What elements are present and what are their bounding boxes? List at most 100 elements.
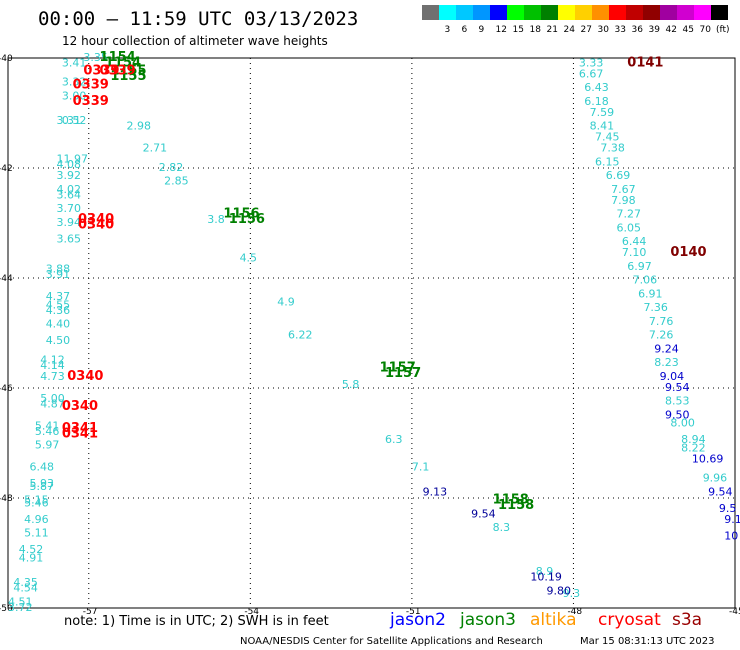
- wave-height-label: 2.82: [159, 161, 184, 174]
- y-tick-label: -50: [0, 604, 13, 614]
- wave-height-label: 6.67: [579, 67, 604, 80]
- wave-height-label: 4.73: [40, 370, 65, 383]
- satellite-legend-item: altika: [530, 610, 577, 630]
- wave-height-label: 3.31: [56, 114, 81, 127]
- colorbar-label: 3: [445, 25, 451, 35]
- wave-height-label: 6.18: [584, 95, 609, 108]
- satellite-legend-item: jason3: [459, 610, 516, 630]
- wave-height-label: 4.02: [56, 183, 81, 196]
- wave-height-label: 4.14: [40, 359, 65, 372]
- colorbar-swatch: [456, 5, 473, 20]
- wave-height-label: 3.92: [56, 169, 81, 182]
- plot-frame: [7, 57, 736, 609]
- colorbar-swatch: [643, 5, 660, 20]
- colorbar-label: 36: [632, 25, 644, 35]
- wave-height-label: 4.55: [46, 298, 71, 311]
- x-tick-label: -57: [83, 607, 98, 617]
- wave-height-label: 7.1: [412, 461, 430, 474]
- colorbar-label: 21: [547, 25, 558, 35]
- time-label: 1155: [110, 64, 146, 79]
- colorbar-swatch: [558, 5, 575, 20]
- wave-height-label: 5.87: [30, 480, 55, 493]
- time-labels: 1154115411551155033903390339033903400340…: [62, 50, 707, 513]
- wave-height-label: 7.10: [622, 246, 647, 259]
- colorbar-label: 18: [530, 25, 542, 35]
- wave-height-label: 4.54: [13, 582, 38, 595]
- wave-height-label: 4.87: [40, 397, 65, 410]
- wave-height-label: 4.35: [13, 576, 38, 589]
- wave-height-label: 7.98: [611, 194, 636, 207]
- wave-height-label: 9.13: [423, 485, 448, 498]
- satellite-legend-item: cryosat: [598, 610, 661, 630]
- wave-height-label: 4.36: [46, 304, 71, 317]
- wave-height-label: 4.96: [24, 513, 49, 526]
- wave-height-label: 9.24: [654, 342, 679, 355]
- wave-height-label: 7.76: [649, 315, 674, 328]
- wave-height-label: 8.41: [590, 120, 615, 133]
- time-label: 0140: [670, 245, 706, 260]
- wave-height-label: 8.23: [654, 356, 679, 369]
- wave-height-label: 5.97: [35, 439, 60, 452]
- time-label: 0340: [62, 399, 98, 414]
- x-tick-label: -45: [729, 607, 740, 617]
- wave-height-label: 5.8: [342, 378, 360, 391]
- wave-height-label: 5.46: [35, 425, 60, 438]
- time-label: 0340: [78, 218, 114, 233]
- wave-height-label: 3.94: [56, 216, 81, 229]
- colorbar-swatch: [490, 5, 507, 20]
- wave-height-label: 6.97: [627, 260, 652, 273]
- colorbar-swatch: [473, 5, 490, 20]
- wave-height-label: 4.40: [46, 318, 71, 331]
- wave-height-label: 2.71: [143, 142, 168, 155]
- time-label: 0341: [62, 427, 98, 442]
- wave-height-label: 3.8: [207, 213, 225, 226]
- colorbar-swatch: [439, 5, 456, 20]
- colorbar-label: 9: [479, 25, 485, 35]
- wave-height-label: 4.12: [40, 353, 65, 366]
- wave-height-label: 8.22: [681, 441, 706, 454]
- wave-height-label: 9.54: [665, 381, 690, 394]
- data-points: 3.353.41 3.323.00 0.523.31 11.974.083.924.0…: [8, 51, 740, 614]
- y-tick-label: -48: [0, 494, 13, 504]
- wave-height-label: 5.93: [30, 477, 55, 490]
- wave-height-label: 7.45: [595, 131, 620, 144]
- y-tick-label: -46: [0, 384, 13, 394]
- wave-height-label: 10.69: [692, 452, 724, 465]
- wave-height-label: 7.38: [600, 142, 625, 155]
- colorbar-swatch: [694, 5, 711, 20]
- wave-height-label: 5.46: [24, 496, 49, 509]
- wave-height-label: 4.37: [46, 290, 71, 303]
- wave-height-label: 3.41: [62, 56, 87, 69]
- satellite-legend: jason2 jason3 altika cryosat s3a: [389, 610, 702, 630]
- colorbar-label: 70: [700, 25, 712, 35]
- colorbar-swatch: [609, 5, 626, 20]
- wave-height-label: 6.22: [288, 329, 313, 342]
- footer-timestamp: Mar 15 08:31:13 UTC 2023: [580, 636, 715, 647]
- wave-height-label: 6.43: [584, 81, 609, 94]
- x-tick-label: -48: [567, 607, 582, 617]
- wave-height-label: 8.9: [536, 565, 554, 578]
- colorbar-label: 45: [683, 25, 694, 35]
- chart-title: 00:00 – 11:59 UTC 03/13/2023: [38, 8, 358, 30]
- time-label: 1154: [105, 55, 141, 70]
- wave-height-label: 9.54: [708, 485, 733, 498]
- colorbar-unit: (ft): [716, 25, 730, 35]
- wave-height-label: 8.00: [670, 417, 695, 430]
- wave-height-label: 9.80: [547, 584, 572, 597]
- wave-height-label: 6.48: [30, 461, 55, 474]
- wave-height-label: 3.64: [56, 188, 81, 201]
- time-label: 1155: [110, 69, 146, 84]
- wave-height-label: 6.15: [595, 155, 620, 168]
- satellite-legend-item: jason2: [389, 610, 446, 630]
- wave-height-label: 9.5: [719, 502, 737, 515]
- wave-height-label: 4.51: [8, 595, 33, 608]
- wave-height-label: 3.00: [62, 89, 87, 102]
- time-label: 1158: [493, 493, 529, 508]
- colorbar-label: 24: [564, 25, 576, 35]
- time-label: 0339: [73, 77, 109, 92]
- wave-height-label: 3.32: [62, 76, 87, 89]
- color-scale-legend: 3 6 9 12 15 18 21 24 27 30 33 36 39 42 45 70: [422, 5, 728, 35]
- wave-height-label: 3.35: [83, 51, 108, 64]
- colorbar-label: 12: [496, 25, 507, 35]
